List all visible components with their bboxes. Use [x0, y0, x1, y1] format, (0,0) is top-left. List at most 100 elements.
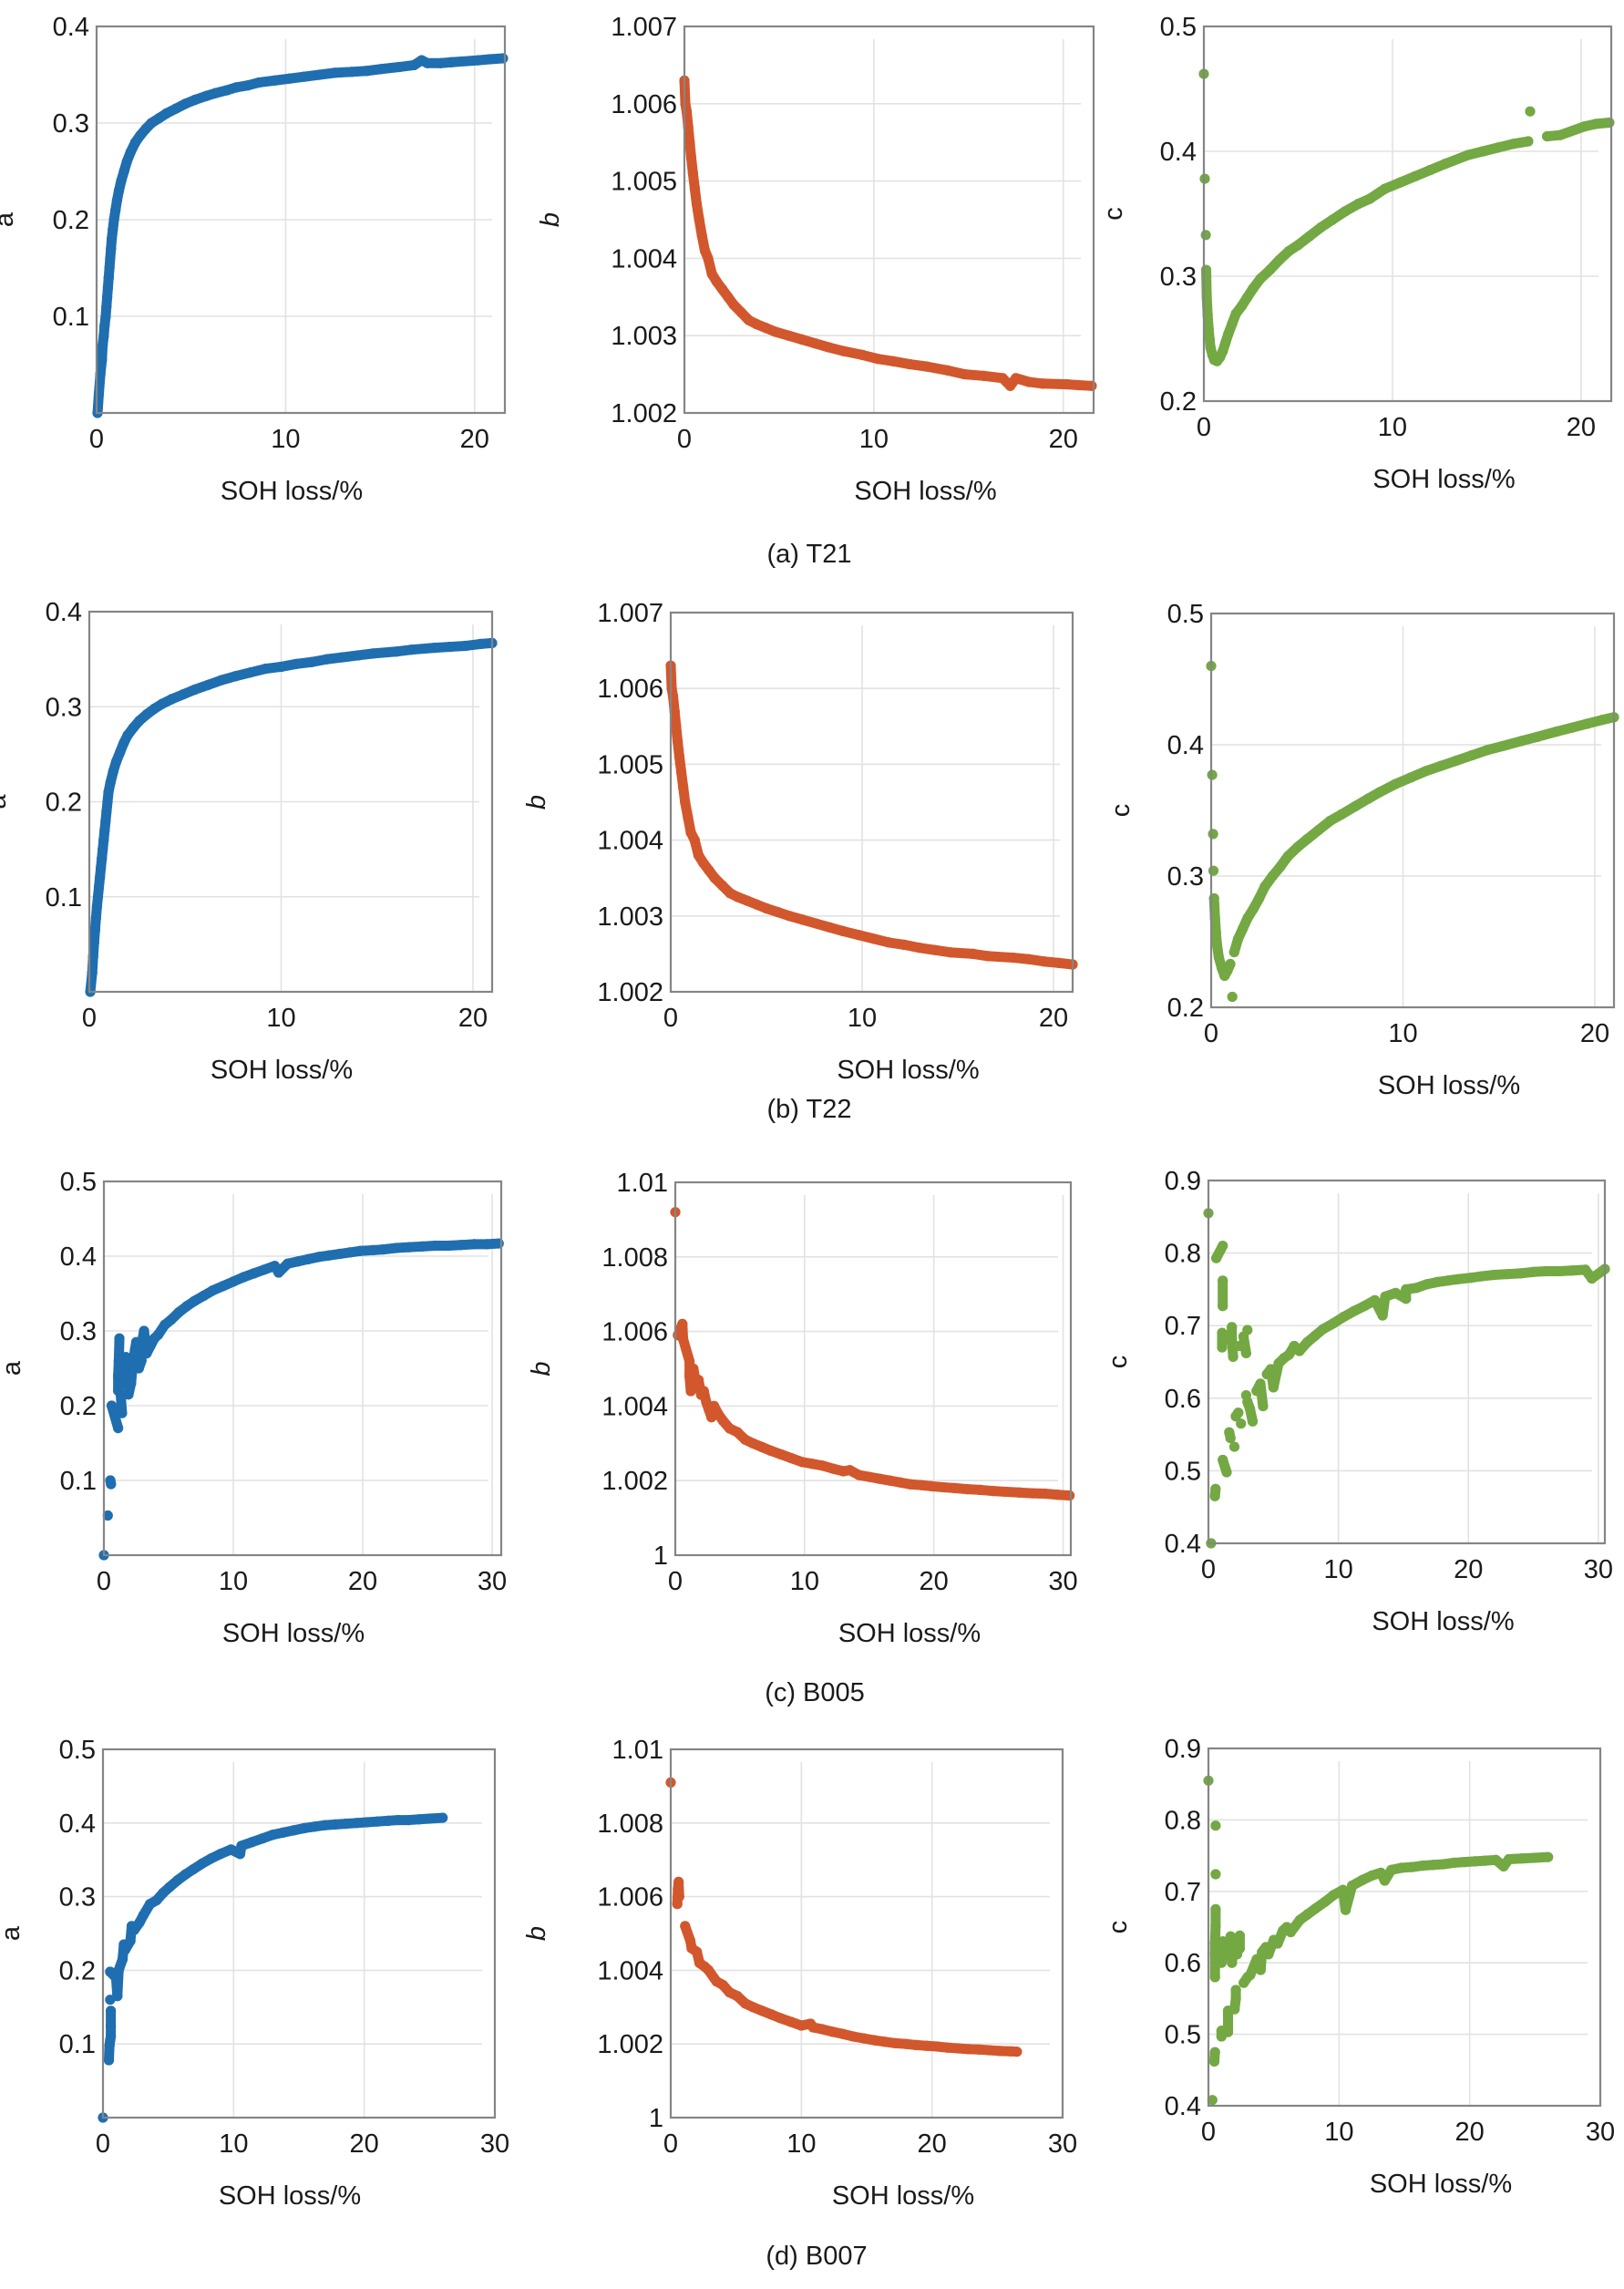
y-tick-label: 0.5 — [60, 1168, 97, 1197]
y-tick-label: 0.1 — [60, 1467, 97, 1496]
data-point-cluster — [107, 1400, 124, 1434]
data-point-cluster — [1529, 1851, 1554, 1863]
panel-b007-b: 0 10 20 30 1 1.002 1.004 1.006 1.008 1.01 SOH loss… — [522, 1736, 1077, 2211]
y-tick-label: 1.003 — [611, 322, 677, 351]
panel-t22-a: 0 10 20 0.1 0.2 0.3 0.4 SOH loss/% a — [0, 598, 498, 1085]
y-tick-label: 0.3 — [1167, 862, 1204, 892]
y-tick-label: 0.2 — [1167, 994, 1204, 1023]
y-tick-label: 0.4 — [59, 1810, 96, 1839]
x-tick-label: 10 — [266, 1004, 295, 1033]
y-tick-label: 1.008 — [597, 1810, 663, 1839]
y-tick-label: 0.6 — [1165, 1385, 1201, 1414]
panel-b007-c: 0 10 20 30 0.4 0.5 0.6 0.7 0.8 0.9 SOH loss/% c — [1104, 1735, 1615, 2199]
series-a — [85, 637, 498, 997]
y-tick-label: 0.2 — [60, 1392, 97, 1421]
x-axis-label: SOH loss/% — [837, 1056, 979, 1085]
series-c — [1203, 1775, 1554, 2106]
x-tick-label: 0 — [89, 425, 104, 454]
x-tick-label: 30 — [478, 1567, 507, 1596]
x-tick-label: 20 — [1454, 1555, 1483, 1584]
y-tick-label: 1.006 — [611, 90, 677, 119]
data-point-cluster — [1597, 712, 1619, 726]
y-tick-label: 1.002 — [601, 1467, 668, 1496]
x-tick-label: 10 — [219, 2129, 248, 2159]
x-axis-label: SOH loss/% — [1372, 465, 1515, 494]
y-axis-label: b — [536, 212, 565, 227]
y-tick-label: 1.007 — [597, 599, 663, 628]
x-tick-label: 10 — [1388, 1019, 1417, 1048]
plot-frame — [1207, 1747, 1602, 2108]
data-point-cluster — [475, 637, 498, 649]
plot-frame — [669, 611, 1074, 994]
y-tick-label: 1.01 — [612, 1736, 663, 1765]
x-tick-label: 20 — [1580, 1019, 1609, 1048]
y-axis-label: c — [1106, 804, 1136, 818]
x-tick-label: 20 — [1455, 2118, 1485, 2147]
panel-t21-a: 0 10 20 0.1 0.2 0.3 0.4 SOH loss/% a — [0, 13, 509, 506]
x-tick-label: 10 — [859, 425, 889, 454]
y-tick-label: 1.006 — [597, 675, 663, 704]
plot-frame — [102, 1180, 503, 1557]
y-tick-label: 0.1 — [53, 303, 89, 332]
y-axis-label: c — [1104, 1921, 1133, 1934]
x-tick-label: 10 — [1323, 1555, 1352, 1584]
y-tick-label: 1.005 — [611, 168, 677, 197]
panel-t22-b: 0 10 20 1.002 1.003 1.004 1.005 1.006 1.007 SOH l… — [522, 599, 1078, 1085]
y-tick-label: 0.4 — [1165, 1530, 1201, 1559]
y-tick-label: 1.006 — [597, 1883, 663, 1913]
plot-frame — [673, 1181, 1073, 1557]
x-axis-label: SOH loss/% — [211, 1056, 353, 1085]
y-tick-label: 1.002 — [597, 978, 663, 1007]
y-tick-label: 0.4 — [60, 1242, 97, 1272]
x-tick-label: 0 — [663, 1004, 678, 1033]
data-point-cluster — [1053, 1490, 1075, 1501]
y-axis-label: a — [0, 1360, 26, 1376]
y-tick-label: 0.5 — [1167, 600, 1204, 629]
y-tick-label: 0.1 — [46, 883, 82, 913]
x-tick-label: 20 — [1567, 413, 1596, 442]
x-tick-label: 0 — [1204, 1019, 1218, 1048]
data-point-cluster — [1227, 1333, 1239, 1362]
x-axis-label: SOH loss/% — [219, 2181, 361, 2211]
data-point — [1228, 1441, 1240, 1452]
data-point — [1236, 1418, 1247, 1429]
panel-b005-c: 0 10 20 30 0.4 0.5 0.6 0.7 0.8 0.9 SOH loss/% c — [1104, 1167, 1613, 1636]
caption-c: (c) B005 — [765, 1678, 865, 1707]
y-tick-label: 1.002 — [597, 2030, 663, 2059]
data-point — [1200, 230, 1211, 241]
data-point — [1525, 106, 1536, 117]
series-a — [98, 1238, 504, 1561]
y-tick-label: 1 — [653, 1541, 668, 1571]
y-tick-label: 0.3 — [59, 1883, 96, 1913]
y-tick-label: 0.9 — [1165, 1167, 1201, 1196]
data-point-cluster — [673, 1876, 684, 1902]
data-point — [1227, 991, 1238, 1003]
y-tick-label: 0.8 — [1165, 1240, 1201, 1269]
x-axis-label: SOH loss/% — [1372, 1607, 1514, 1636]
x-tick-label: 20 — [1039, 1004, 1068, 1033]
x-tick-label: 30 — [1048, 2129, 1077, 2159]
y-axis-label: b — [527, 1361, 556, 1376]
x-tick-label: 0 — [663, 2129, 678, 2159]
x-tick-label: 20 — [920, 1567, 949, 1596]
data-point-cluster — [1209, 1483, 1221, 1501]
x-tick-label: 20 — [918, 2129, 947, 2159]
series-a — [98, 1812, 448, 2123]
x-axis-label: SOH loss/% — [222, 1619, 365, 1648]
data-point — [1207, 2095, 1218, 2106]
x-tick-label: 30 — [1586, 2118, 1615, 2147]
x-tick-label: 30 — [480, 2129, 509, 2159]
plot-frame — [1202, 25, 1613, 403]
data-point-cluster — [1208, 2047, 1220, 2067]
data-point — [102, 1510, 113, 1521]
x-tick-label: 0 — [677, 425, 692, 454]
y-axis-label: c — [1099, 207, 1128, 221]
x-tick-label: 10 — [1378, 413, 1407, 442]
y-tick-label: 0.9 — [1165, 1735, 1201, 1764]
plot-frame — [1209, 612, 1616, 1009]
series-b — [679, 75, 1097, 391]
x-axis-label: SOH loss/% — [832, 2181, 974, 2211]
data-point-cluster — [484, 53, 509, 65]
data-point-cluster — [1218, 1454, 1232, 1478]
data-point-cluster — [1224, 1427, 1236, 1444]
